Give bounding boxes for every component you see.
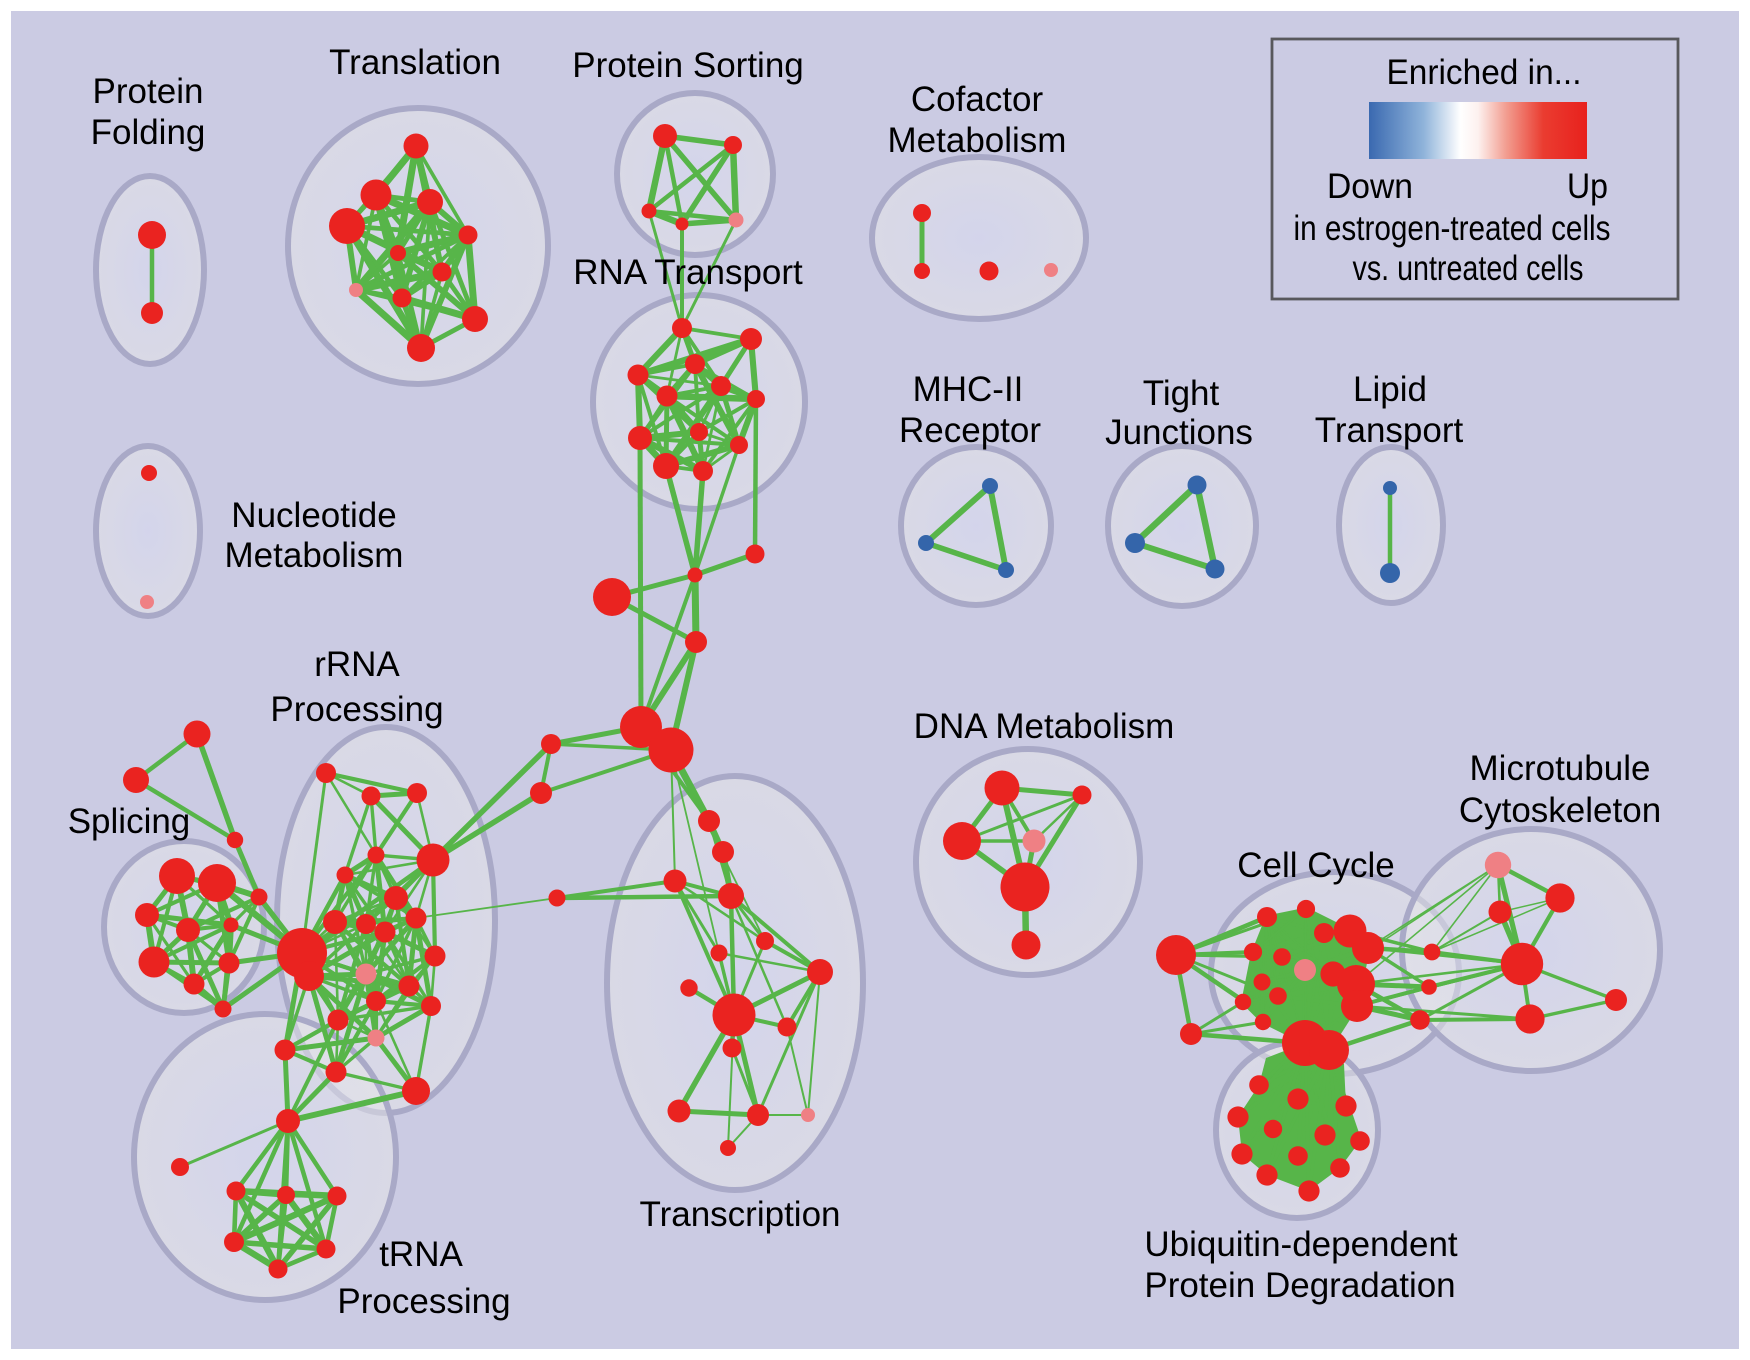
svg-text:vs. untreated cells: vs. untreated cells <box>1353 249 1584 288</box>
svg-text:Down: Down <box>1327 167 1413 206</box>
svg-text:tRNA: tRNA <box>379 1235 463 1274</box>
svg-text:Processing: Processing <box>337 1282 510 1321</box>
svg-text:Enriched in...: Enriched in... <box>1387 53 1582 92</box>
svg-text:Receptor: Receptor <box>899 411 1041 450</box>
svg-text:Processing: Processing <box>270 690 443 729</box>
svg-text:Protein Sorting: Protein Sorting <box>572 46 804 85</box>
svg-text:Cell Cycle: Cell Cycle <box>1237 846 1395 885</box>
svg-text:Splicing: Splicing <box>68 802 191 841</box>
svg-text:Up: Up <box>1567 167 1608 206</box>
svg-text:Metabolism: Metabolism <box>225 536 404 575</box>
svg-text:rRNA: rRNA <box>314 645 400 684</box>
svg-text:MHC-II: MHC-II <box>913 370 1024 409</box>
svg-text:Translation: Translation <box>329 43 501 82</box>
svg-text:Nucleotide: Nucleotide <box>231 496 396 535</box>
svg-text:Metabolism: Metabolism <box>888 121 1067 160</box>
svg-text:in estrogen-treated cells: in estrogen-treated cells <box>1294 209 1611 248</box>
svg-text:Transport: Transport <box>1315 411 1464 450</box>
svg-text:Protein Degradation: Protein Degradation <box>1144 1266 1455 1305</box>
svg-text:Protein: Protein <box>93 72 204 111</box>
svg-text:Microtubule: Microtubule <box>1470 749 1651 788</box>
svg-text:Tight: Tight <box>1143 374 1220 413</box>
svg-text:Folding: Folding <box>91 113 206 152</box>
svg-text:RNA Transport: RNA Transport <box>573 253 803 292</box>
svg-text:Lipid: Lipid <box>1353 370 1427 409</box>
svg-text:Ubiquitin-dependent: Ubiquitin-dependent <box>1144 1225 1458 1264</box>
svg-text:Junctions: Junctions <box>1105 413 1253 452</box>
svg-text:DNA Metabolism: DNA Metabolism <box>914 707 1175 746</box>
svg-text:Cofactor: Cofactor <box>911 80 1044 119</box>
svg-text:Transcription: Transcription <box>640 1195 841 1234</box>
svg-text:Cytoskeleton: Cytoskeleton <box>1459 791 1661 830</box>
